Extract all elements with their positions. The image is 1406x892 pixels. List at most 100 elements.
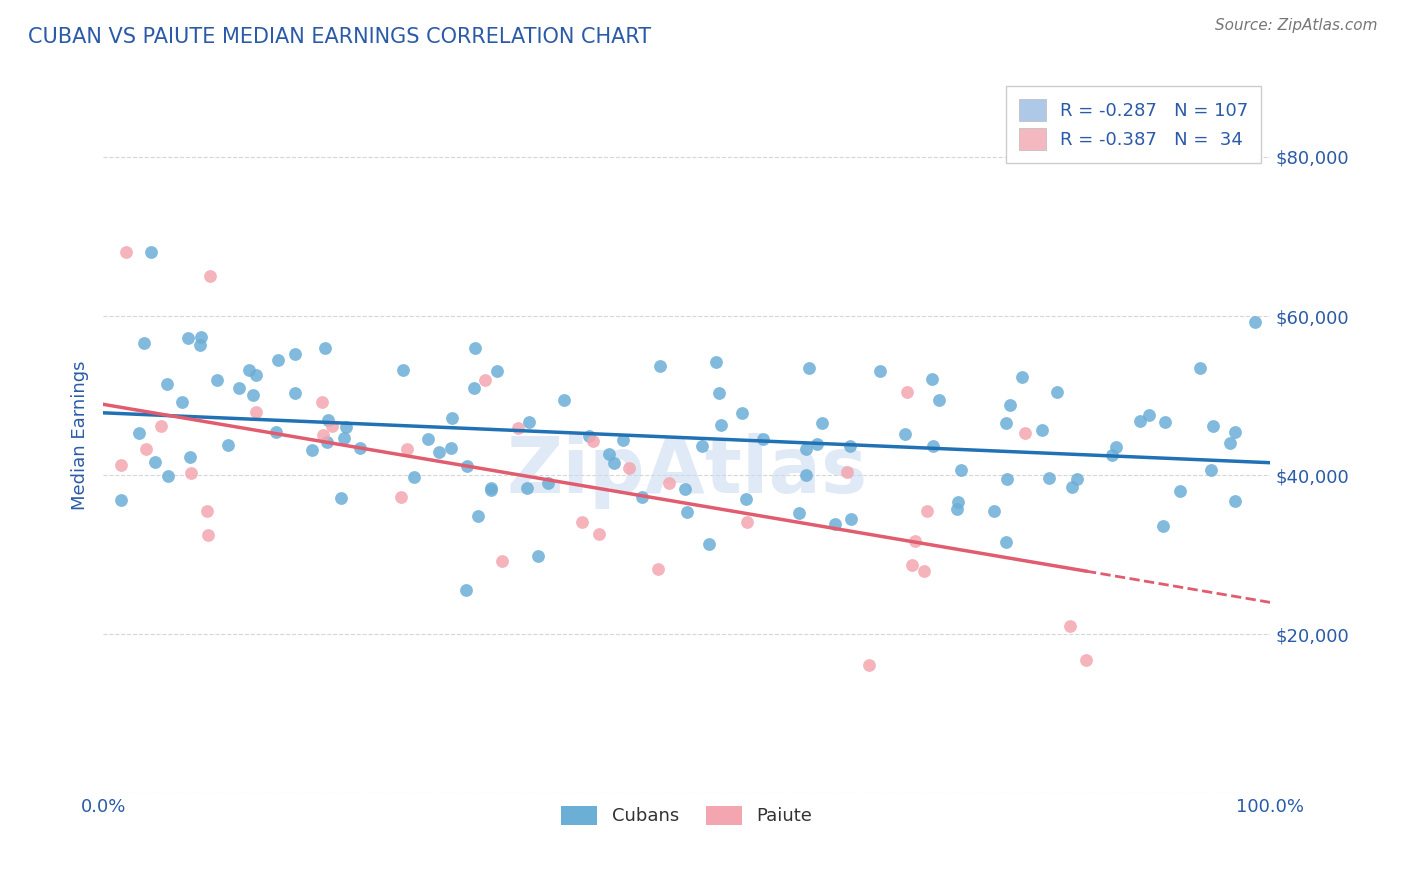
- Point: [301, 442, 323, 457]
- Point: [1168, 483, 1191, 498]
- Point: [135, 442, 157, 456]
- Point: [904, 534, 927, 549]
- Point: [284, 386, 307, 401]
- Point: [1154, 415, 1177, 429]
- Point: [128, 426, 150, 441]
- Point: [1011, 370, 1033, 384]
- Point: [1104, 440, 1126, 454]
- Point: [1152, 518, 1174, 533]
- Point: [389, 491, 412, 505]
- Point: [658, 475, 681, 490]
- Point: [217, 437, 239, 451]
- Point: [994, 534, 1017, 549]
- Point: [1000, 398, 1022, 412]
- Point: [177, 331, 200, 345]
- Point: [1219, 436, 1241, 450]
- Point: [517, 415, 540, 429]
- Point: [464, 342, 486, 356]
- Point: [806, 437, 828, 451]
- Point: [228, 381, 250, 395]
- Point: [1223, 494, 1246, 508]
- Point: [1074, 653, 1097, 667]
- Point: [463, 381, 485, 395]
- Point: [156, 377, 179, 392]
- Point: [115, 245, 138, 260]
- Point: [1189, 361, 1212, 376]
- Point: [392, 363, 415, 377]
- Point: [195, 504, 218, 518]
- Y-axis label: Median Earnings: Median Earnings: [72, 360, 89, 510]
- Point: [330, 491, 353, 506]
- Point: [839, 439, 862, 453]
- Point: [1244, 314, 1267, 328]
- Point: [134, 335, 156, 350]
- Point: [799, 360, 821, 375]
- Point: [598, 446, 620, 460]
- Point: [707, 385, 730, 400]
- Point: [995, 472, 1018, 486]
- Point: [205, 373, 228, 387]
- Point: [835, 465, 858, 479]
- Point: [1202, 419, 1225, 434]
- Point: [198, 269, 221, 284]
- Point: [588, 527, 610, 541]
- Point: [284, 347, 307, 361]
- Point: [149, 419, 172, 434]
- Point: [311, 395, 333, 409]
- Point: [946, 495, 969, 509]
- Point: [894, 427, 917, 442]
- Point: [264, 425, 287, 439]
- Point: [869, 364, 891, 378]
- Point: [921, 371, 943, 385]
- Point: [157, 468, 180, 483]
- Point: [1101, 448, 1123, 462]
- Point: [824, 516, 846, 531]
- Point: [650, 359, 672, 374]
- Point: [491, 554, 513, 568]
- Point: [143, 455, 166, 469]
- Point: [983, 504, 1005, 518]
- Point: [180, 467, 202, 481]
- Point: [697, 537, 720, 551]
- Point: [735, 491, 758, 506]
- Text: ZipAtlas: ZipAtlas: [506, 434, 868, 509]
- Point: [110, 492, 132, 507]
- Point: [1014, 426, 1036, 441]
- Point: [456, 459, 478, 474]
- Point: [735, 516, 758, 530]
- Point: [349, 442, 371, 456]
- Point: [1059, 619, 1081, 633]
- Point: [1137, 409, 1160, 423]
- Point: [238, 363, 260, 377]
- Point: [603, 456, 626, 470]
- Point: [612, 434, 634, 448]
- Point: [245, 405, 267, 419]
- Legend: Cubans, Paiute: Cubans, Paiute: [553, 797, 821, 834]
- Point: [1199, 463, 1222, 477]
- Point: [321, 418, 343, 433]
- Point: [536, 476, 558, 491]
- Point: [810, 417, 832, 431]
- Point: [915, 504, 938, 518]
- Point: [1129, 414, 1152, 428]
- Point: [315, 435, 337, 450]
- Point: [946, 502, 969, 516]
- Point: [516, 481, 538, 495]
- Point: [395, 442, 418, 457]
- Text: Source: ZipAtlas.com: Source: ZipAtlas.com: [1215, 18, 1378, 33]
- Point: [418, 433, 440, 447]
- Point: [479, 483, 502, 497]
- Point: [1062, 480, 1084, 494]
- Point: [949, 463, 972, 477]
- Point: [617, 461, 640, 475]
- Point: [1066, 472, 1088, 486]
- Point: [440, 442, 463, 456]
- Point: [266, 352, 288, 367]
- Point: [170, 394, 193, 409]
- Point: [796, 468, 818, 483]
- Point: [110, 458, 132, 473]
- Point: [188, 338, 211, 352]
- Point: [1038, 471, 1060, 485]
- Point: [1225, 425, 1247, 439]
- Point: [731, 406, 754, 420]
